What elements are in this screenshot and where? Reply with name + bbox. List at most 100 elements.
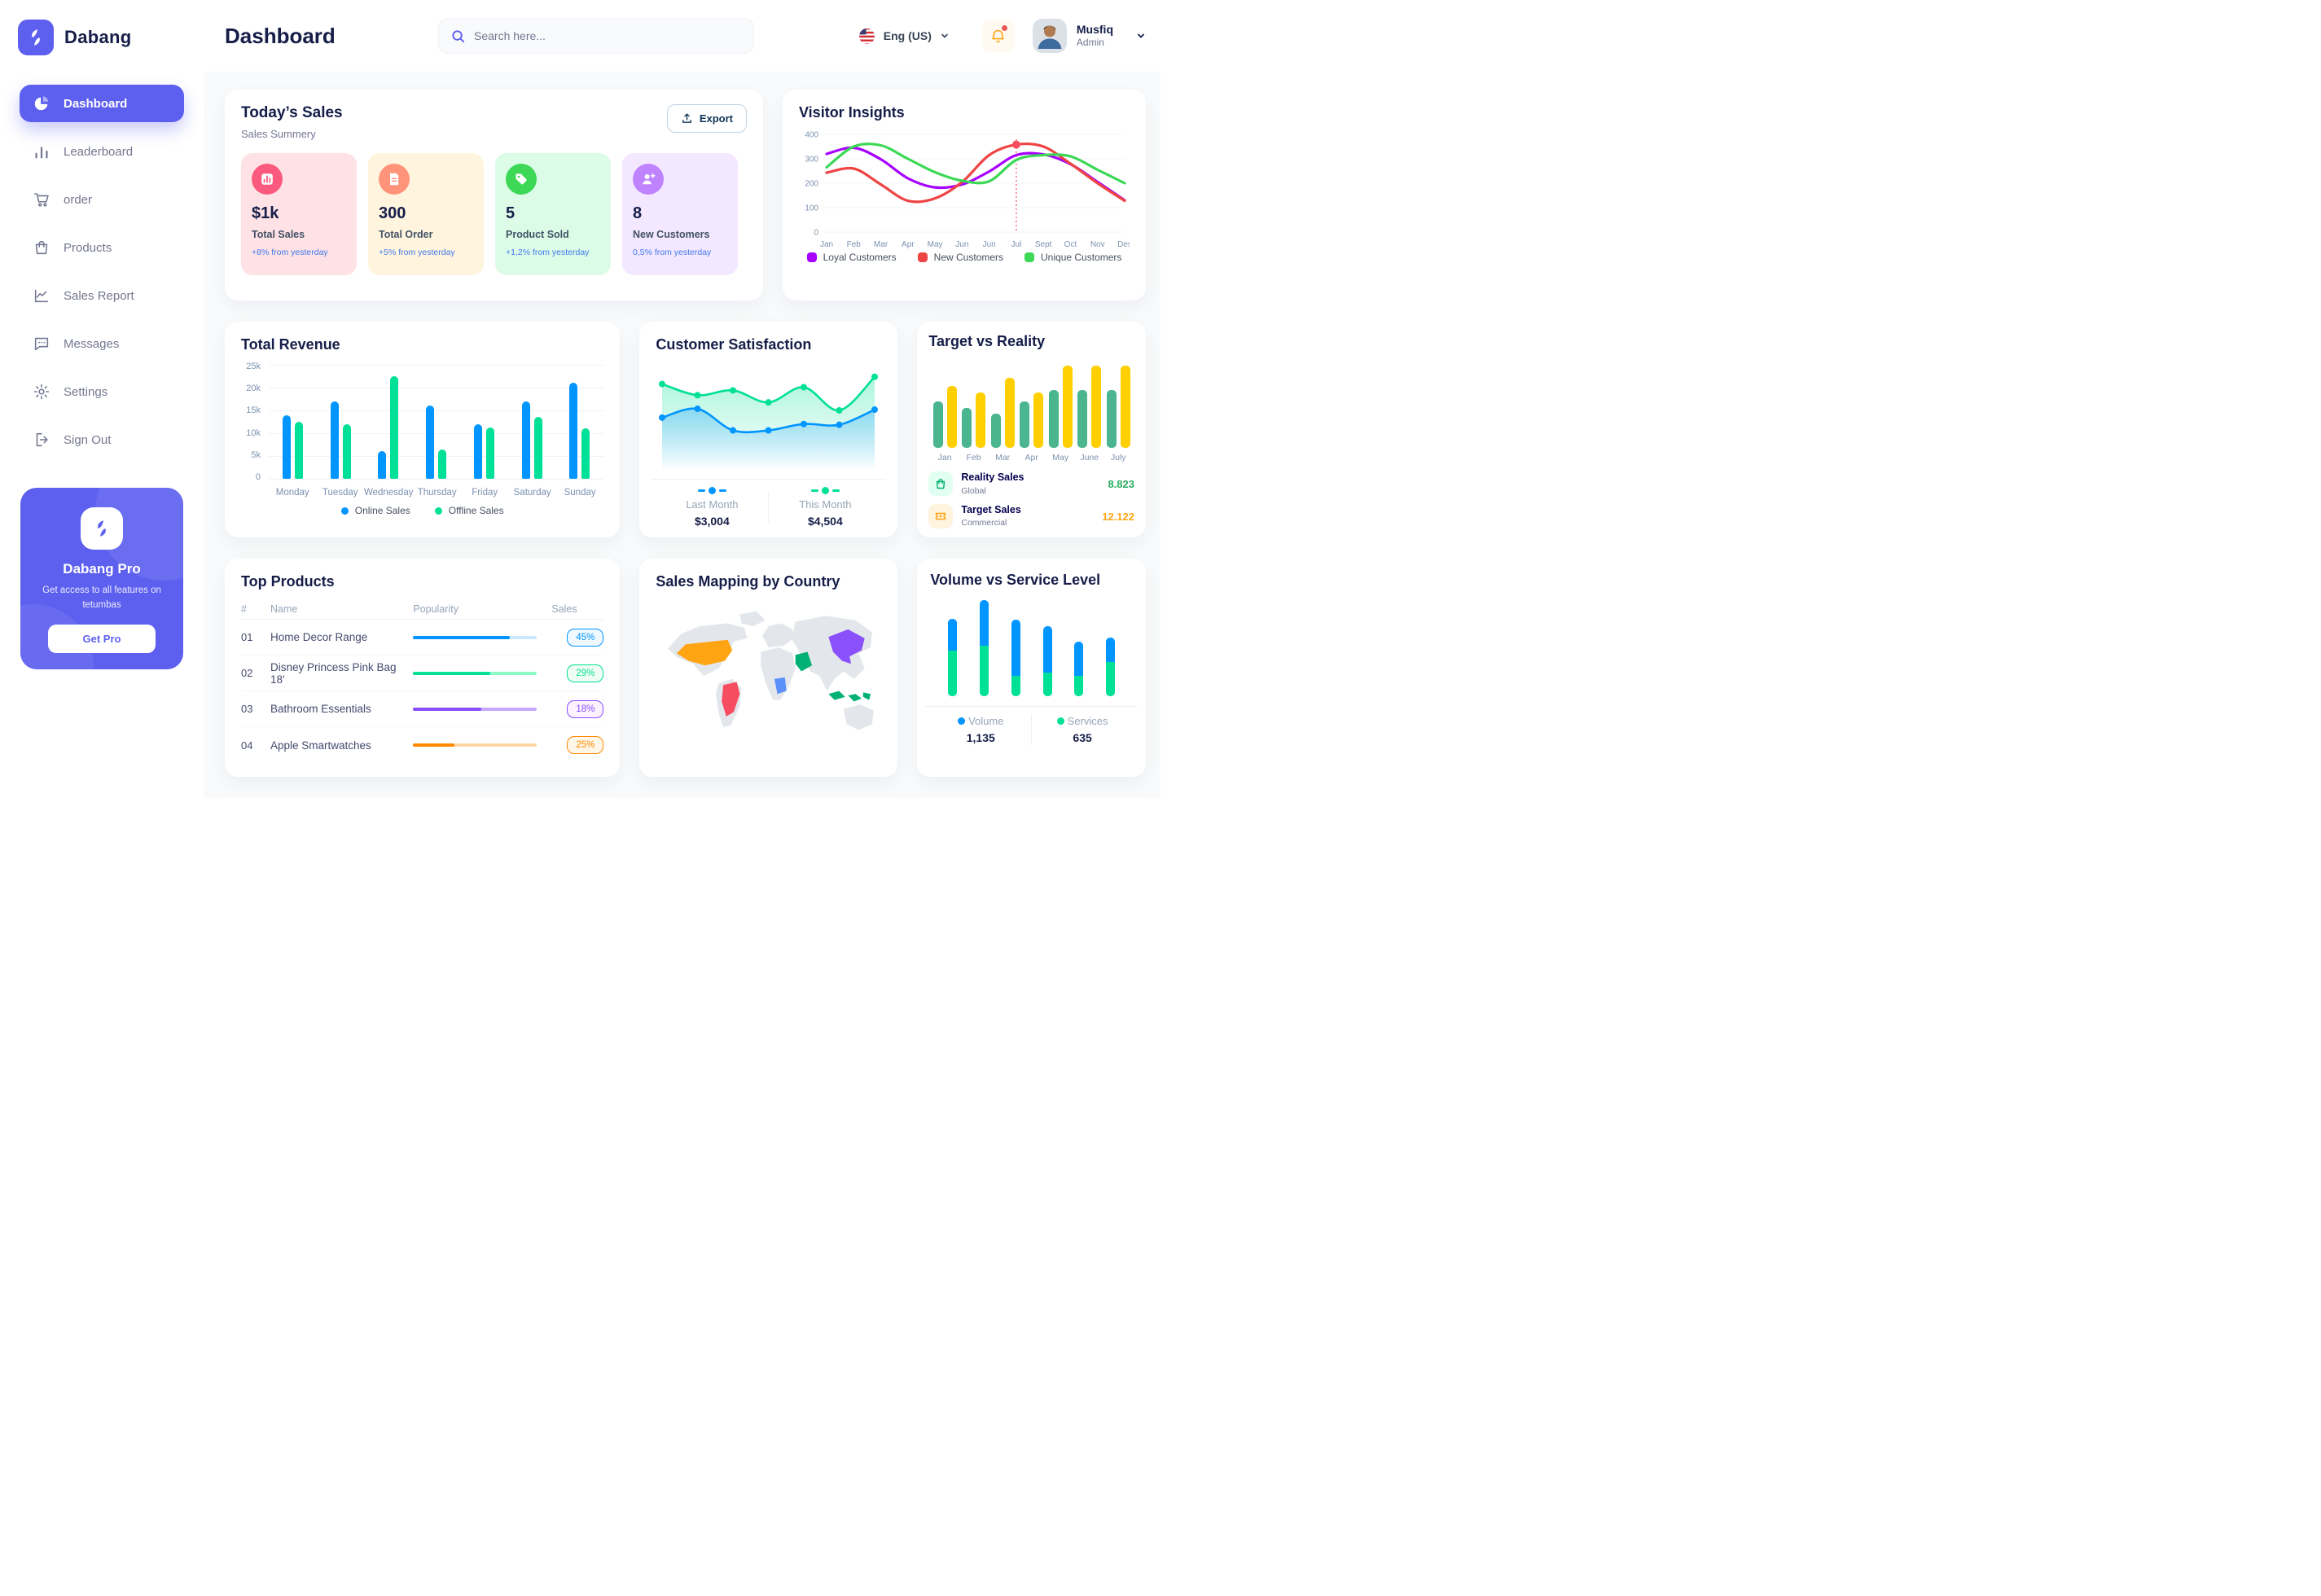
legend-label: New Customers xyxy=(933,252,1004,263)
sales-badge: 18% xyxy=(567,699,604,718)
bar-reality-sales xyxy=(1077,390,1088,448)
bar-group-wednesday xyxy=(378,376,399,479)
language-selector[interactable]: Eng (US) xyxy=(858,28,950,45)
x-tick: Thursday xyxy=(417,488,457,498)
svg-text:100: 100 xyxy=(805,204,818,213)
row-number: 04 xyxy=(241,739,253,752)
legend-label: Volume xyxy=(968,715,1004,727)
bar-target-sales xyxy=(1004,378,1015,448)
volume-plot xyxy=(930,600,1133,696)
legend-divider xyxy=(1031,714,1033,745)
visitor-insights-card: Visitor Insights 0 100 200 300 400 Jan Feb Mar A… xyxy=(783,90,1146,300)
stacked-bar xyxy=(948,619,958,696)
bar-volume xyxy=(1106,638,1116,662)
legend-sublabel: Global xyxy=(961,485,986,496)
bar-services xyxy=(1074,676,1084,696)
bar-volume xyxy=(1011,620,1020,676)
volume-service-title: Volume vs Service Level xyxy=(930,572,1101,588)
legend-label: This Month xyxy=(799,498,852,511)
legend-value: $3,004 xyxy=(694,515,730,528)
bar-online-sales xyxy=(330,401,339,479)
target-plot xyxy=(928,360,1134,448)
stat-label: Product Sold xyxy=(506,229,569,240)
svg-text:Nov: Nov xyxy=(1090,240,1105,249)
chevron-down-icon xyxy=(940,31,950,41)
search-input[interactable] xyxy=(474,29,742,42)
bar-group-tuesday xyxy=(330,401,351,479)
today-sales-subtitle: Sales Summery xyxy=(241,128,316,140)
stat-delta: +8% from yesterday xyxy=(252,248,328,257)
stat-value: 300 xyxy=(379,204,406,222)
receipt-icon xyxy=(379,164,410,195)
bar-target-sales xyxy=(1091,366,1102,448)
sidebar-item-dashboard[interactable]: Dashboard xyxy=(20,85,184,122)
svg-text:200: 200 xyxy=(805,180,818,189)
bar-group-friday xyxy=(473,424,494,479)
volume-service-card: Volume vs Service Level Volume 1,135 Servi… xyxy=(917,559,1146,777)
bar-reality-sales xyxy=(1048,390,1059,448)
export-button[interactable]: Export xyxy=(666,104,747,133)
top-products-header: # Name Popularity Sales xyxy=(241,598,604,620)
notifications-button[interactable] xyxy=(981,20,1015,52)
user-menu-chevron-icon[interactable] xyxy=(1136,31,1146,41)
bar-offline-sales xyxy=(294,422,303,479)
bar-target-sales xyxy=(1120,366,1130,448)
svg-text:Des: Des xyxy=(1117,240,1130,249)
sidebar-item-leaderboard[interactable]: Leaderboard xyxy=(20,133,184,170)
promo-title: Dabang Pro xyxy=(63,561,141,577)
sidebar-item-sign-out[interactable]: Sign Out xyxy=(20,421,184,458)
legend-value: $4,504 xyxy=(807,515,843,528)
sales-badge: 45% xyxy=(567,628,604,647)
bar-online-sales xyxy=(282,415,291,479)
bar-online-sales xyxy=(426,406,435,479)
row-3: Top Products # Name Popularity Sales 01 Home… xyxy=(225,559,1146,777)
bar-offline-sales xyxy=(390,376,399,479)
row-number: 01 xyxy=(241,631,253,643)
x-tick: Apr xyxy=(1024,453,1038,463)
stat-label: Total Sales xyxy=(252,229,305,240)
visitor-insights-title: Visitor Insights xyxy=(799,104,905,121)
x-tick: July xyxy=(1110,453,1126,463)
svg-text:Jan: Jan xyxy=(820,240,833,249)
sidebar-item-products[interactable]: Products xyxy=(20,229,184,266)
popularity-bar xyxy=(413,743,537,747)
search-icon xyxy=(452,29,465,42)
revenue-y-axis: 25k 20k 15k 10k 5k 0 xyxy=(241,362,269,482)
legend-dot xyxy=(340,506,349,515)
bar-reality-sales xyxy=(962,408,972,448)
bar-group-monday xyxy=(282,415,303,479)
svg-text:Sept: Sept xyxy=(1035,240,1052,249)
legend-item-loyal-customers: Loyal Customers xyxy=(806,252,897,263)
revenue-legend: Online Sales Offline Sales xyxy=(241,505,603,516)
bar-target-sales xyxy=(1033,392,1044,448)
product-name: Bathroom Essentials xyxy=(270,703,371,715)
avatar[interactable] xyxy=(1032,19,1067,53)
sidebar-item-label: Leaderboard xyxy=(64,144,134,159)
get-pro-button[interactable]: Get Pro xyxy=(48,624,156,653)
sidebar-item-label: Settings xyxy=(64,384,108,399)
bar-chart-icon xyxy=(252,164,283,195)
user-role: Admin xyxy=(1076,37,1104,49)
revenue-x-axis: Monday Tuesday Wednesday Thursday Friday Satu… xyxy=(269,488,603,498)
stat-delta: 0,5% from yesterday xyxy=(633,248,712,257)
bar-group-feb xyxy=(962,392,986,448)
product-name: Disney Princess Pink Bag 18' xyxy=(270,660,397,686)
revenue-plot xyxy=(269,365,604,480)
sidebar-item-messages[interactable]: Messages xyxy=(20,325,184,362)
sidebar-item-order[interactable]: order xyxy=(20,181,184,218)
svg-text:Apr: Apr xyxy=(902,240,915,249)
y-tick: 10k xyxy=(246,428,261,438)
legend-swatch xyxy=(1024,252,1035,262)
table-row-bathroom-essentials: 03 Bathroom Essentials 18% xyxy=(241,691,604,727)
row-number: 02 xyxy=(241,667,253,679)
cart-icon xyxy=(33,191,50,208)
bar-offline-sales xyxy=(533,417,542,479)
sidebar-menu: Dashboard Leaderboard order Products Sales R… xyxy=(0,85,204,458)
stat-label: Total Order xyxy=(379,229,433,240)
sidebar-item-settings[interactable]: Settings xyxy=(20,373,184,410)
x-tick: Sunday xyxy=(564,488,596,498)
table-row-home-decor-range: 01 Home Decor Range 45% xyxy=(241,620,604,656)
column-header: Name xyxy=(270,603,298,615)
sidebar-item-sales-report[interactable]: Sales Report xyxy=(20,277,184,314)
svg-text:Mar: Mar xyxy=(874,240,888,249)
